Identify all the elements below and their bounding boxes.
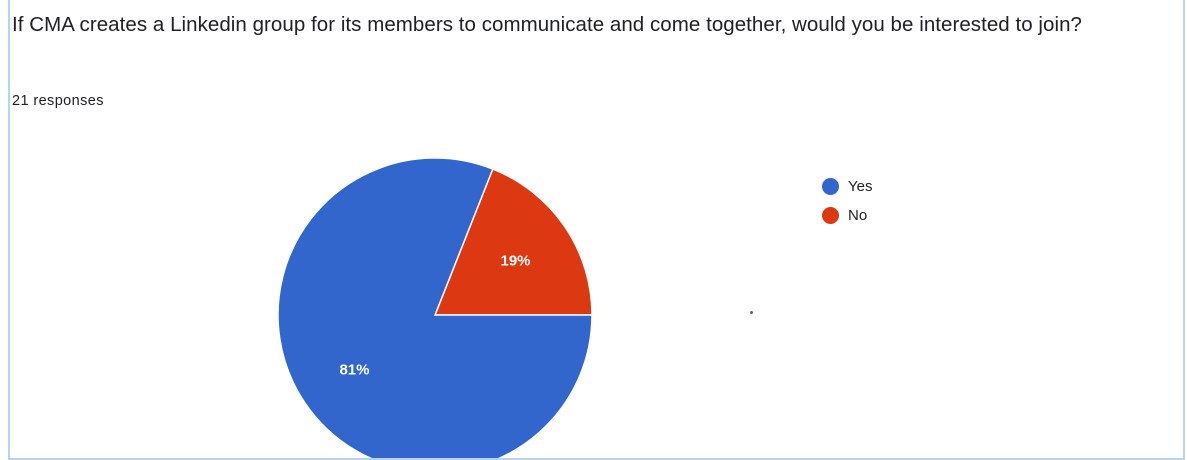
pie-chart: 19% 81% <box>277 157 593 460</box>
question-title: If CMA creates a Linkedin group for its … <box>12 13 1082 36</box>
pie-label-no: 19% <box>500 252 530 269</box>
legend-swatch-no <box>822 207 839 224</box>
pie-slice-labels: 19% 81% <box>339 252 530 378</box>
legend-swatch-yes <box>822 178 839 195</box>
pie-label-yes: 81% <box>339 362 369 379</box>
question-card: If CMA creates a Linkedin group for its … <box>8 0 1185 460</box>
legend-label-yes: Yes <box>848 178 873 195</box>
legend-item-no[interactable]: No <box>822 201 872 230</box>
response-count: 21 responses <box>12 93 104 109</box>
stray-dot <box>750 311 753 314</box>
pie-slice-yes[interactable] <box>277 157 593 460</box>
pie-slices <box>277 157 593 460</box>
pie-slice-no[interactable] <box>433 168 593 316</box>
chart-legend: Yes No <box>822 172 872 230</box>
legend-label-no: No <box>848 207 868 224</box>
legend-item-yes[interactable]: Yes <box>822 172 872 201</box>
